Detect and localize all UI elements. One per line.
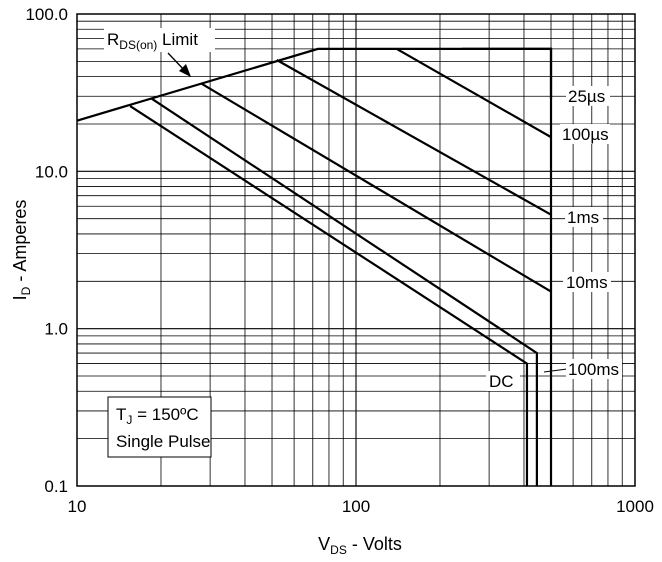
rds-limit-label: RDS(on) Limit xyxy=(107,30,198,52)
y-axis-title: ID - Amperes xyxy=(10,200,33,301)
major-grid xyxy=(77,14,635,486)
label-bg-25us xyxy=(566,86,610,106)
x-axis-title: VDS - Volts xyxy=(318,534,402,557)
rds-pointer-arrowhead xyxy=(179,64,191,77)
y-tick-label: 100.0 xyxy=(25,5,68,24)
label-bg-100us xyxy=(560,124,610,144)
curve-10ms xyxy=(201,82,552,293)
tick-labels: 10 100 1000 0.1 1.0 10.0 100.0 xyxy=(25,5,653,516)
label-bg-100ms xyxy=(566,359,622,379)
y-tick-label: 1.0 xyxy=(44,320,68,339)
annotation-pointers xyxy=(167,52,568,373)
curve-100-s xyxy=(396,47,552,139)
curve-1ms xyxy=(276,59,552,216)
label-dc: DC xyxy=(489,372,514,391)
conditions-box xyxy=(107,396,212,458)
curve-rds-on-limit xyxy=(76,47,553,486)
label-10ms: 10ms xyxy=(566,273,608,292)
soa-curves xyxy=(76,47,553,486)
x-tick-label: 1000 xyxy=(616,497,654,516)
curve-100ms xyxy=(150,97,538,486)
x-tick-label: 10 xyxy=(68,497,87,516)
label-bg-10ms xyxy=(563,272,611,292)
y-tick-label: 10.0 xyxy=(35,162,68,181)
label-bg-dc xyxy=(486,371,520,391)
label-bg-1ms xyxy=(565,207,603,227)
y-tick-label: 0.1 xyxy=(44,477,68,496)
label-100us: 100µs xyxy=(562,125,609,144)
single-pulse-label: Single Pulse xyxy=(116,432,211,451)
curve-dc xyxy=(129,105,529,486)
plot-frame xyxy=(76,13,636,487)
leader-100ms xyxy=(543,368,568,373)
label-25us: 25µs xyxy=(568,87,605,106)
label-100ms: 100ms xyxy=(568,360,619,379)
x-tick-label: 100 xyxy=(342,497,370,516)
curve-25-s xyxy=(462,47,553,99)
tj-label: TJ = 150ºC xyxy=(116,405,199,427)
rds-label-bg xyxy=(104,28,215,52)
label-1ms: 1ms xyxy=(567,208,599,227)
